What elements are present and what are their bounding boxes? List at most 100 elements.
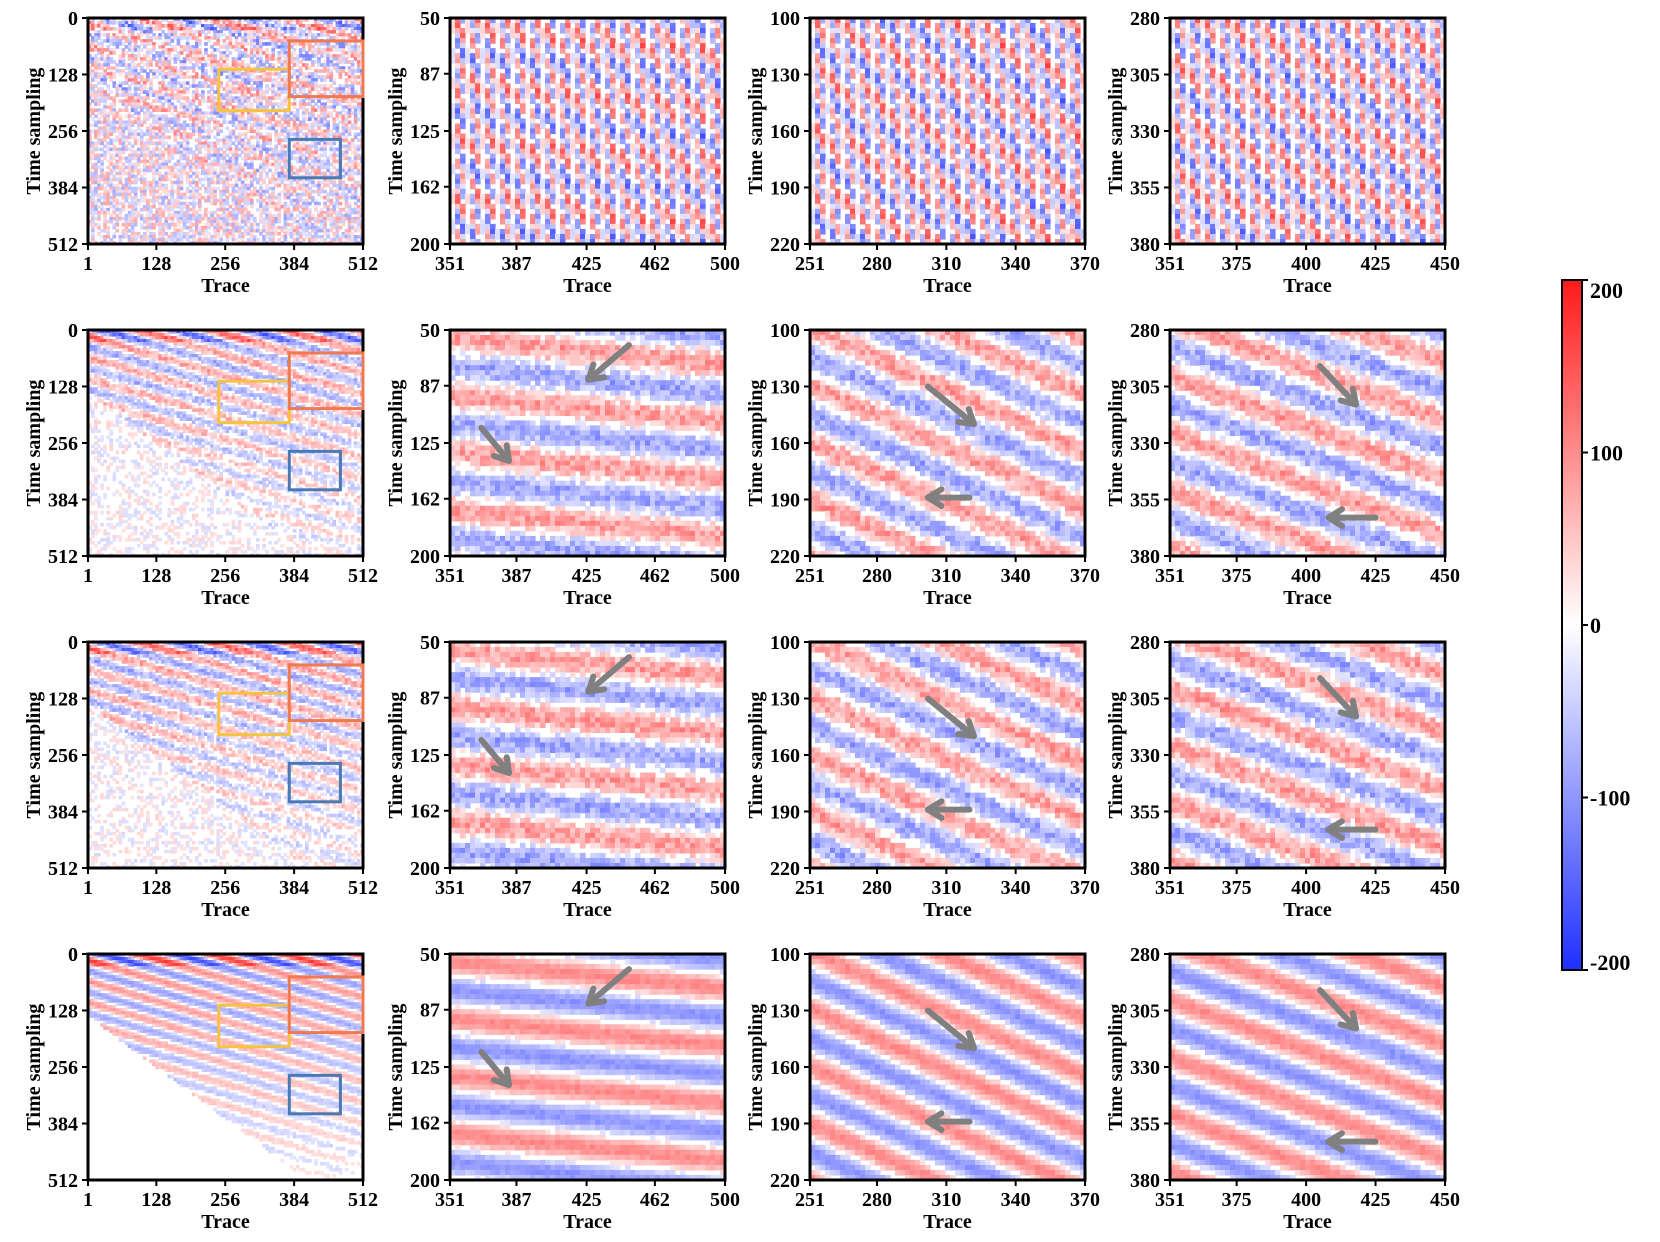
y-tick-label: 512: [48, 858, 78, 880]
x-axis-label: Trace: [1283, 1211, 1332, 1233]
x-tick-label: 425: [1361, 877, 1391, 899]
y-tick-label: 130: [770, 377, 800, 399]
y-tick-label: 0: [68, 8, 78, 30]
y-tick-label: 256: [48, 121, 78, 143]
y-tick-label: 512: [48, 546, 78, 568]
x-tick-label: 351: [1155, 565, 1185, 587]
arrow-head-1: [585, 361, 608, 383]
y-tick-label: 330: [1130, 433, 1160, 455]
highlight-box-2: [287, 975, 365, 1035]
x-tick-label: 251: [795, 877, 825, 899]
x-tick-label: 387: [501, 877, 531, 899]
y-tick-label: 128: [48, 377, 78, 399]
x-axis-label: Trace: [1283, 275, 1332, 297]
y-tick-label: 305: [1130, 1001, 1160, 1023]
x-tick-label: 370: [1070, 877, 1100, 899]
x-tick-label: 370: [1070, 565, 1100, 587]
x-tick-label: 425: [572, 565, 602, 587]
seismic-image: [88, 330, 363, 556]
y-axis-label: Time sampling: [385, 692, 407, 819]
seismic-image: [88, 18, 363, 244]
y-tick-label: 512: [48, 234, 78, 256]
x-tick-label: 310: [931, 1189, 961, 1211]
seismic-image: [450, 18, 725, 244]
x-tick-label: 351: [435, 877, 465, 899]
seismic-image: [1170, 330, 1445, 556]
arrow-2: [478, 736, 507, 770]
x-tick-label: 128: [141, 253, 171, 275]
x-tick-label: 310: [931, 877, 961, 899]
x-tick-label: 370: [1070, 1189, 1100, 1211]
arrow-head-1: [955, 718, 978, 740]
y-tick-label: 256: [48, 1057, 78, 1079]
x-tick-label: 384: [279, 1189, 309, 1211]
x-tick-label: 351: [435, 1189, 465, 1211]
x-tick-label: 387: [501, 1189, 531, 1211]
colorbar-tick-label: 200: [1590, 278, 1623, 303]
y-tick-label: 384: [48, 1114, 78, 1136]
x-tick-label: 351: [435, 253, 465, 275]
y-tick-label: 355: [1130, 490, 1160, 512]
x-axis-label: Trace: [563, 275, 612, 297]
x-tick-label: 128: [141, 1189, 171, 1211]
arrow-head-1: [585, 673, 608, 695]
panel-r4-c3: 251 280 310 340 370 100 130 160 190 220 Trace Time …: [745, 944, 1100, 1233]
arrow-head-2: [1325, 1130, 1345, 1153]
x-tick-label: 425: [572, 877, 602, 899]
y-tick-label: 380: [1130, 546, 1160, 568]
x-tick-label: 251: [795, 565, 825, 587]
arrow-1: [924, 695, 971, 735]
y-tick-label: 380: [1130, 1170, 1160, 1192]
y-tick-label: 280: [1130, 944, 1160, 966]
panel-r1-c2: 351 387 425 462 500 50 87 125 162 200 Trace Time sa…: [385, 8, 740, 297]
x-tick-label: 400: [1291, 1189, 1321, 1211]
x-tick-label: 340: [1001, 877, 1031, 899]
y-axis-label: Time sampling: [745, 380, 767, 507]
x-tick-label: 500: [710, 253, 740, 275]
x-tick-label: 280: [862, 253, 892, 275]
y-tick-label: 200: [410, 234, 440, 256]
arrow-head-1: [955, 1030, 978, 1052]
y-axis-label: Time sampling: [23, 692, 45, 819]
arrow-head-2: [1325, 818, 1345, 841]
y-tick-label: 256: [48, 433, 78, 455]
arrow-head-2: [924, 486, 945, 509]
y-tick-label: 190: [770, 178, 800, 200]
y-tick-label: 200: [410, 546, 440, 568]
y-tick-label: 100: [770, 8, 800, 30]
x-tick-label: 512: [348, 253, 378, 275]
arrow-head-2: [490, 1066, 513, 1089]
x-axis-label: Trace: [201, 1211, 250, 1233]
x-tick-label: 256: [210, 565, 240, 587]
y-axis-label: Time sampling: [385, 380, 407, 507]
y-tick-label: 160: [770, 433, 800, 455]
seismic-image: [1170, 18, 1445, 244]
seismic-image: [450, 330, 725, 556]
y-tick-label: 160: [770, 745, 800, 767]
y-tick-label: 160: [770, 121, 800, 143]
x-tick-label: 450: [1430, 565, 1460, 587]
colorbar-tick-label: 0: [1590, 613, 1601, 638]
arrow-1: [924, 1007, 971, 1047]
colorbar-tick-label: -100: [1590, 786, 1630, 811]
y-tick-label: 220: [770, 234, 800, 256]
arrow-2: [478, 424, 507, 458]
arrow-head-2: [924, 1110, 945, 1133]
panel-r3-c3: 251 280 310 340 370 100 130 160 190 220 Trace Time …: [745, 632, 1100, 921]
y-tick-label: 355: [1130, 802, 1160, 824]
x-tick-label: 251: [795, 1189, 825, 1211]
y-tick-label: 280: [1130, 632, 1160, 654]
y-tick-label: 220: [770, 858, 800, 880]
y-tick-label: 380: [1130, 858, 1160, 880]
arrow-head-1: [1337, 1009, 1360, 1032]
arrow-head-1: [585, 985, 608, 1007]
x-tick-label: 450: [1430, 253, 1460, 275]
y-tick-label: 125: [410, 1057, 440, 1079]
y-tick-label: 128: [48, 1001, 78, 1023]
y-tick-label: 200: [410, 858, 440, 880]
x-tick-label: 400: [1291, 253, 1321, 275]
panel-r2-c1: 1 128 256 384 512 0 128 256 384 512 Trace Time samp…: [23, 320, 378, 609]
x-tick-label: 512: [348, 877, 378, 899]
highlight-box-2: [287, 351, 365, 411]
y-tick-label: 280: [1130, 8, 1160, 30]
